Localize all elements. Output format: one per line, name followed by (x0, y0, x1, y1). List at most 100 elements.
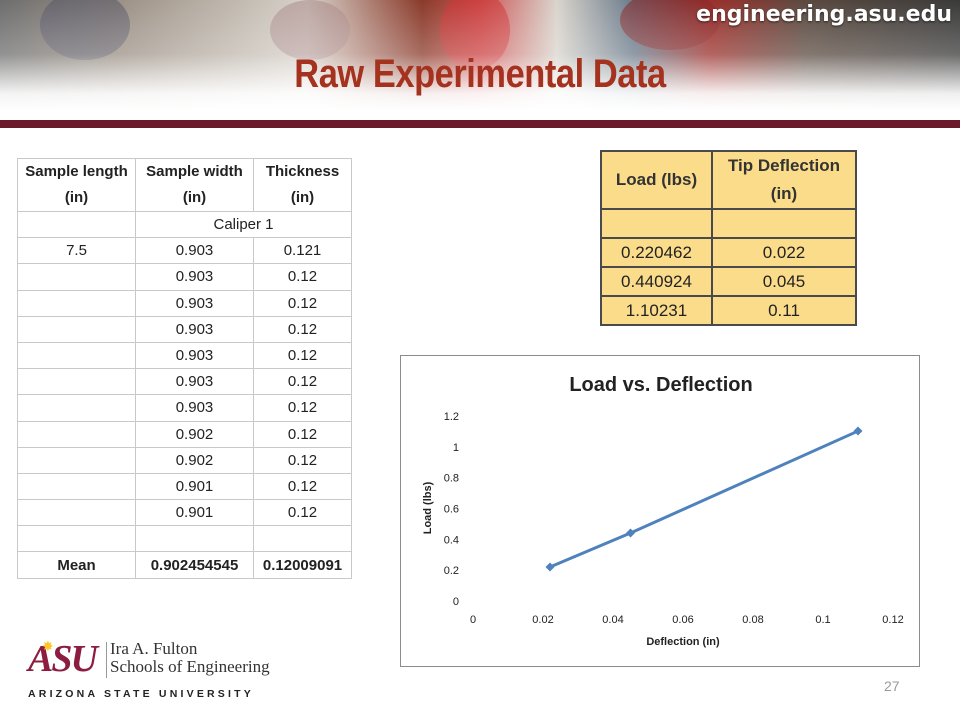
table-cell: 0.12 (253, 420, 352, 448)
table-cell (135, 525, 254, 553)
y-tick-label: 0.8 (444, 473, 459, 485)
table-cell: 0.11 (711, 295, 857, 326)
table-cell: 0.902 (135, 420, 254, 448)
table-cell: 1.10231 (600, 295, 713, 326)
column-header-thickness: Thickness (in) (253, 158, 352, 212)
table-cell: 0.220462 (600, 237, 713, 268)
mean-cell: Mean (17, 551, 136, 579)
table-cell (17, 341, 136, 370)
table-cell: 0.12 (253, 341, 352, 370)
column-header-load: Load (lbs) (600, 150, 713, 210)
table-cell: 0.903 (135, 341, 254, 370)
chart-title: Load vs. Deflection (569, 374, 752, 396)
table-row: 0.903 0.12 (17, 341, 352, 370)
chart-marks (545, 426, 863, 572)
table-cell: 0.022 (711, 237, 857, 268)
x-tick-label: 0 (470, 614, 476, 626)
table-cell (253, 525, 352, 553)
university-name: ARIZONA STATE UNIVERSITY (28, 688, 254, 700)
data-point (545, 562, 555, 572)
table-cell: 0.903 (135, 237, 254, 265)
table-cell: 0.903 (135, 368, 254, 396)
table-cell: 0.121 (253, 237, 352, 265)
table-cell: 0.12 (253, 315, 352, 343)
table-row: 0.901 0.12 (17, 472, 352, 501)
table-cell: 0.12 (253, 368, 352, 396)
x-tick-label: 0.06 (672, 614, 693, 626)
load-table-header-row: Load (lbs) Tip Deflection (in) (600, 150, 857, 210)
table-cell: 0.12 (253, 394, 352, 422)
table-cell (711, 208, 857, 239)
table-cell: 0.12 (253, 289, 352, 317)
load-deflection-chart: Load vs. Deflection Deflection (in) Load… (400, 355, 920, 667)
mean-cell: 0.902454545 (135, 551, 254, 579)
caliper-label: Caliper 1 (135, 210, 352, 239)
x-tick-label: 0.1 (815, 614, 830, 626)
table-cell (600, 208, 713, 239)
chart-svg: Load vs. Deflection Deflection (in) Load… (422, 374, 904, 648)
table-cell: 0.440924 (600, 266, 713, 297)
x-tick-label: 0.08 (742, 614, 763, 626)
table-row: 0.903 0.12 (17, 315, 352, 343)
y-tick-label: 0 (453, 596, 459, 608)
series-line (549, 429, 859, 569)
column-header-sample-length: Sample length (in) (17, 158, 136, 212)
y-tick-label: 0.2 (444, 565, 459, 577)
sample-table-header-row: Sample length (in) Sample width (in) Thi… (17, 158, 352, 212)
mean-row: Mean 0.902454545 0.12009091 (17, 551, 352, 579)
table-row (600, 208, 857, 239)
site-url[interactable]: engineering.asu.edu (696, 2, 952, 27)
table-cell (17, 446, 136, 474)
table-row: 7.5 0.903 0.121 (17, 237, 352, 265)
load-deflection-table: Load (lbs) Tip Deflection (in) 0.220462 0… (600, 150, 857, 326)
column-header-tip-deflection: Tip Deflection (in) (711, 150, 857, 210)
banner-fade (0, 0, 960, 120)
table-row: 0.220462 0.022 (600, 237, 857, 268)
school-name: Ira A. Fulton Schools of Engineering (110, 640, 270, 676)
school-name-line1: Ira A. Fulton (110, 639, 198, 658)
table-cell: 0.12 (253, 472, 352, 501)
table-cell: 0.903 (135, 394, 254, 422)
table-row: 0.902 0.12 (17, 420, 352, 448)
header-rule (0, 120, 960, 128)
table-cell (17, 420, 136, 448)
table-cell: 0.12 (253, 499, 352, 527)
y-tick-label: 1.2 (444, 411, 459, 423)
header-banner: engineering.asu.edu Raw Experimental Dat… (0, 0, 960, 120)
y-tick-label: 0.4 (444, 534, 459, 546)
table-cell: 0.901 (135, 472, 254, 501)
table-row: 0.901 0.12 (17, 499, 352, 527)
table-row: 0.903 0.12 (17, 289, 352, 317)
slide-title: Raw Experimental Data (294, 52, 666, 96)
data-point (853, 426, 863, 436)
table-row: 0.440924 0.045 (600, 266, 857, 297)
table-cell (17, 472, 136, 501)
table-cell (17, 368, 136, 396)
mean-cell: 0.12009091 (253, 551, 352, 579)
table-cell: 0.903 (135, 289, 254, 317)
table-cell (17, 263, 136, 291)
asu-logo[interactable]: ASU ✸ Ira A. Fulton Schools of Engineeri… (28, 638, 278, 702)
page-number: 27 (884, 678, 900, 694)
sample-table: Sample length (in) Sample width (in) Thi… (17, 158, 352, 579)
table-cell (17, 289, 136, 317)
table-cell (17, 315, 136, 343)
chart-axes: 0 0.2 0.4 0.6 0.8 1 1.2 0 0.02 0.04 0.06 0.08 0.1 0.1… (444, 411, 904, 626)
data-point (626, 528, 635, 538)
table-cell: 0.045 (711, 266, 857, 297)
table-row (17, 525, 352, 553)
table-cell: 0.903 (135, 263, 254, 291)
table-cell (17, 525, 136, 553)
y-tick-label: 1 (453, 442, 459, 454)
y-axis-label: Load (lbs) (422, 481, 434, 534)
table-row: 0.903 0.12 (17, 263, 352, 291)
school-name-line2: Schools of Engineering (110, 657, 270, 676)
table-row: 0.903 0.12 (17, 394, 352, 422)
logo-divider (106, 642, 107, 678)
x-tick-label: 0.04 (602, 614, 623, 626)
table-cell (17, 210, 136, 239)
x-axis-label: Deflection (in) (646, 636, 720, 648)
column-header-sample-width: Sample width (in) (135, 158, 254, 212)
table-cell: 7.5 (17, 237, 136, 265)
asu-logo-mark: ASU (28, 638, 98, 680)
